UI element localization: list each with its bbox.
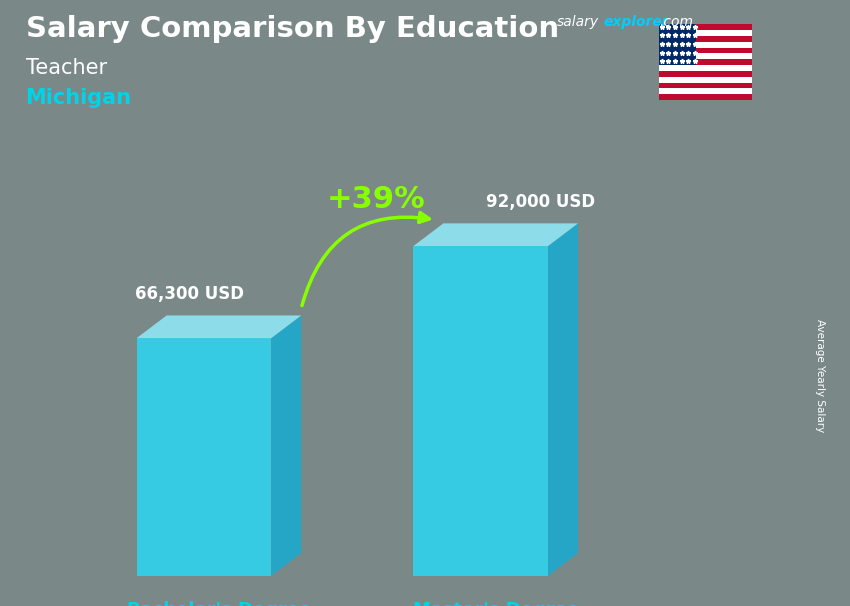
Polygon shape <box>137 338 271 576</box>
Text: 92,000 USD: 92,000 USD <box>486 193 595 211</box>
Text: Master's Degree: Master's Degree <box>412 601 579 606</box>
Bar <box>659 47 752 53</box>
Polygon shape <box>271 316 301 576</box>
Polygon shape <box>413 246 548 576</box>
Text: Average Yearly Salary: Average Yearly Salary <box>815 319 825 432</box>
Bar <box>659 24 752 30</box>
Polygon shape <box>413 224 578 246</box>
Bar <box>659 82 752 88</box>
Bar <box>659 94 752 100</box>
Text: Salary Comparison By Education: Salary Comparison By Education <box>26 15 558 43</box>
Text: Michigan: Michigan <box>26 88 132 108</box>
Bar <box>659 71 752 77</box>
Bar <box>659 42 752 47</box>
Polygon shape <box>548 224 578 576</box>
Polygon shape <box>137 316 301 338</box>
Bar <box>659 88 752 94</box>
Text: explorer: explorer <box>604 15 669 29</box>
Text: Bachelor's Degree: Bachelor's Degree <box>127 601 311 606</box>
Bar <box>659 59 752 65</box>
Bar <box>659 65 752 71</box>
Text: +39%: +39% <box>326 185 425 214</box>
Text: salary: salary <box>557 15 599 29</box>
Bar <box>659 30 752 36</box>
Text: Teacher: Teacher <box>26 58 106 78</box>
Bar <box>659 24 696 65</box>
Text: .com: .com <box>659 15 693 29</box>
Text: 66,300 USD: 66,300 USD <box>134 285 244 303</box>
Bar <box>659 53 752 59</box>
Bar <box>659 36 752 42</box>
Bar <box>659 77 752 82</box>
